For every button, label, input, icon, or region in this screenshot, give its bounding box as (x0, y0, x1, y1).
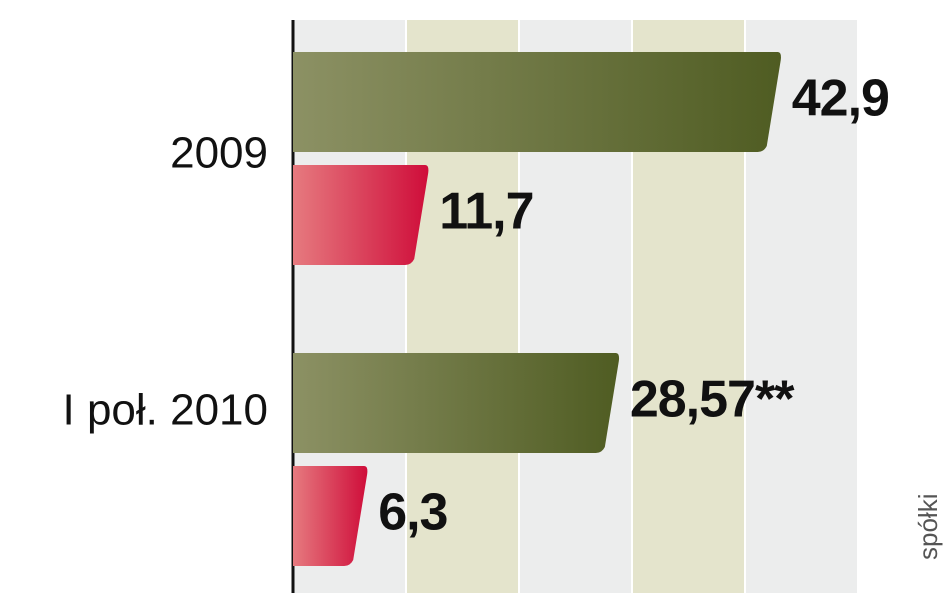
source-note: spółki (913, 494, 943, 560)
data-label: 28,57** (630, 371, 795, 429)
y-tick-label: I poł. 2010 (63, 386, 269, 435)
y-tick-label: 2009 (170, 129, 268, 178)
bar (293, 52, 781, 152)
data-label: 42,9 (792, 70, 889, 128)
data-label: 6,3 (378, 484, 447, 542)
data-label: 11,7 (439, 183, 533, 241)
bar (293, 165, 429, 265)
bar (293, 353, 620, 453)
plot: 2009 42,9 11,7 I poł. 2010 28,57** 6,3 (63, 52, 890, 566)
bar (293, 466, 368, 566)
